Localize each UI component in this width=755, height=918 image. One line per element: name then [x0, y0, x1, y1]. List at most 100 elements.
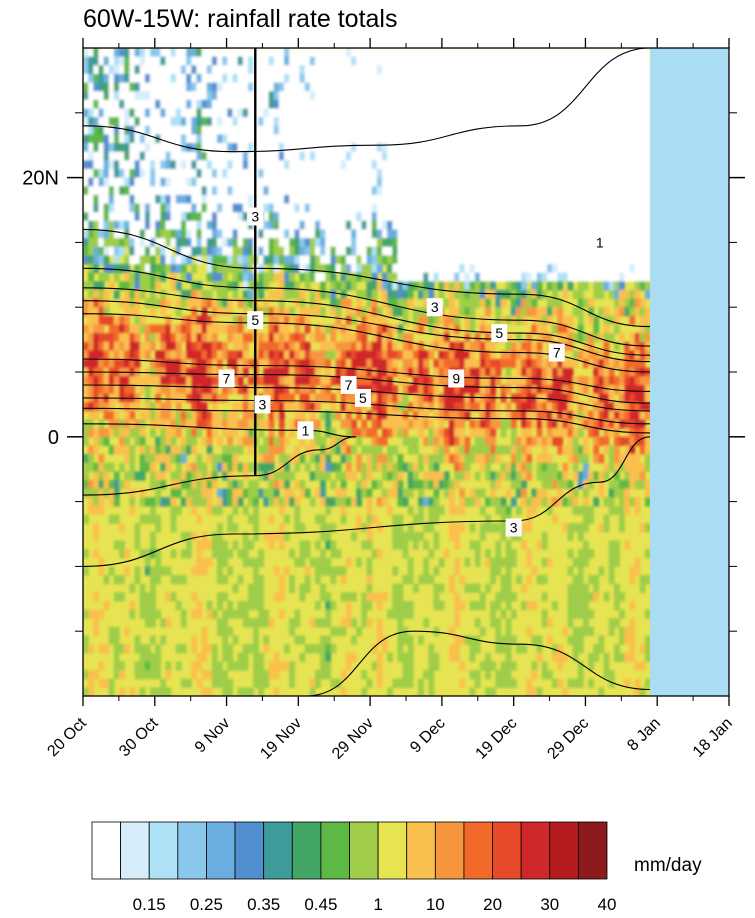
heatmap-cell	[433, 505, 440, 516]
heatmap-cell	[541, 410, 548, 421]
heatmap-cell	[469, 428, 476, 438]
heatmap-cell	[469, 497, 476, 507]
heatmap-cell	[139, 644, 146, 654]
heatmap-cell	[356, 376, 362, 386]
heatmap-cell	[464, 367, 471, 377]
heatmap-cell	[516, 99, 522, 109]
heatmap-cell	[371, 410, 378, 421]
heatmap-cell	[464, 497, 471, 507]
heatmap-cell	[505, 583, 512, 593]
heatmap-cell	[186, 117, 192, 127]
heatmap-cell	[469, 169, 476, 179]
heatmap-cell	[304, 376, 311, 386]
heatmap-cell	[289, 238, 295, 248]
heatmap-cell	[237, 298, 244, 308]
heatmap-cell	[222, 203, 228, 213]
heatmap-cell	[289, 497, 295, 507]
heatmap-cell	[320, 125, 326, 135]
heatmap-cell	[536, 488, 543, 498]
heatmap-cell	[191, 644, 198, 654]
heatmap-cell	[366, 203, 373, 213]
heatmap-cell	[356, 272, 362, 282]
heatmap-cell	[139, 82, 146, 92]
heatmap-cell	[325, 661, 332, 671]
heatmap-cell	[500, 48, 507, 58]
heatmap-cell	[217, 117, 223, 127]
heatmap-cell	[248, 160, 254, 170]
heatmap-cell	[418, 125, 424, 135]
heatmap-cell	[232, 540, 239, 550]
heatmap-cell	[449, 436, 455, 446]
heatmap-cell	[113, 108, 120, 118]
heatmap-cell	[248, 359, 254, 369]
heatmap-cell	[211, 341, 218, 351]
heatmap-cell	[521, 445, 527, 455]
heatmap-cell	[186, 549, 192, 559]
heatmap-cell	[412, 220, 419, 230]
heatmap-cell	[191, 281, 198, 291]
heatmap-cell	[412, 462, 419, 472]
heatmap-cell	[315, 376, 321, 386]
heatmap-cell	[139, 177, 146, 187]
heatmap-cell	[191, 246, 198, 256]
heatmap-cell	[134, 73, 141, 84]
heatmap-cell	[165, 298, 172, 308]
heatmap-cell	[464, 212, 471, 222]
heatmap-cell	[454, 255, 460, 265]
heatmap-cell	[351, 99, 357, 109]
heatmap-cell	[93, 471, 100, 481]
heatmap-cell	[449, 575, 455, 585]
heatmap-cell	[289, 82, 295, 92]
heatmap-cell	[206, 436, 213, 446]
heatmap-cell	[88, 160, 94, 170]
heatmap-cell	[469, 229, 476, 239]
heatmap-cell	[175, 108, 182, 118]
heatmap-cell	[479, 592, 486, 602]
heatmap-cell	[206, 488, 213, 498]
heatmap-cell	[144, 203, 151, 213]
heatmap-cell	[423, 410, 429, 421]
heatmap-cell	[536, 194, 543, 205]
heatmap-cell	[222, 194, 228, 205]
heatmap-cell	[144, 91, 151, 101]
heatmap-cell	[407, 385, 414, 395]
heatmap-cell	[191, 385, 198, 395]
heatmap-cell	[144, 220, 151, 230]
heatmap-cell	[356, 212, 362, 222]
heatmap-cell	[423, 298, 429, 308]
heatmap-cell	[108, 48, 115, 58]
heatmap-cell	[98, 186, 105, 196]
heatmap-cell	[376, 160, 383, 170]
heatmap-cell	[124, 177, 130, 187]
heatmap-cell	[124, 281, 130, 291]
heatmap-cell	[459, 212, 466, 222]
heatmap-cell	[170, 341, 177, 351]
heatmap-cell	[443, 73, 450, 84]
heatmap-cell	[371, 462, 378, 472]
heatmap-cell	[325, 462, 332, 472]
heatmap-cell	[134, 661, 141, 671]
heatmap-cell	[526, 272, 533, 282]
heatmap-cell	[330, 194, 337, 205]
heatmap-cell	[206, 350, 213, 360]
heatmap-cell	[273, 73, 280, 84]
heatmap-cell	[320, 471, 326, 481]
heatmap-cell	[129, 445, 136, 455]
heatmap-cell	[222, 108, 228, 118]
heatmap-cell	[412, 583, 419, 593]
heatmap-cell	[242, 393, 249, 403]
heatmap-cell	[113, 385, 120, 395]
heatmap-cell	[273, 169, 280, 179]
heatmap-cell	[211, 531, 218, 541]
heatmap-cell	[175, 661, 182, 671]
heatmap-cell	[139, 350, 146, 360]
heatmap-cell	[242, 540, 249, 550]
heatmap-cell	[134, 143, 141, 153]
heatmap-cell	[392, 246, 399, 256]
heatmap-cell	[526, 186, 533, 196]
heatmap-cell	[521, 428, 527, 438]
heatmap-cell	[83, 255, 89, 265]
heatmap-cell	[490, 255, 496, 265]
heatmap-cell	[402, 203, 409, 213]
heatmap-cell	[222, 246, 228, 256]
